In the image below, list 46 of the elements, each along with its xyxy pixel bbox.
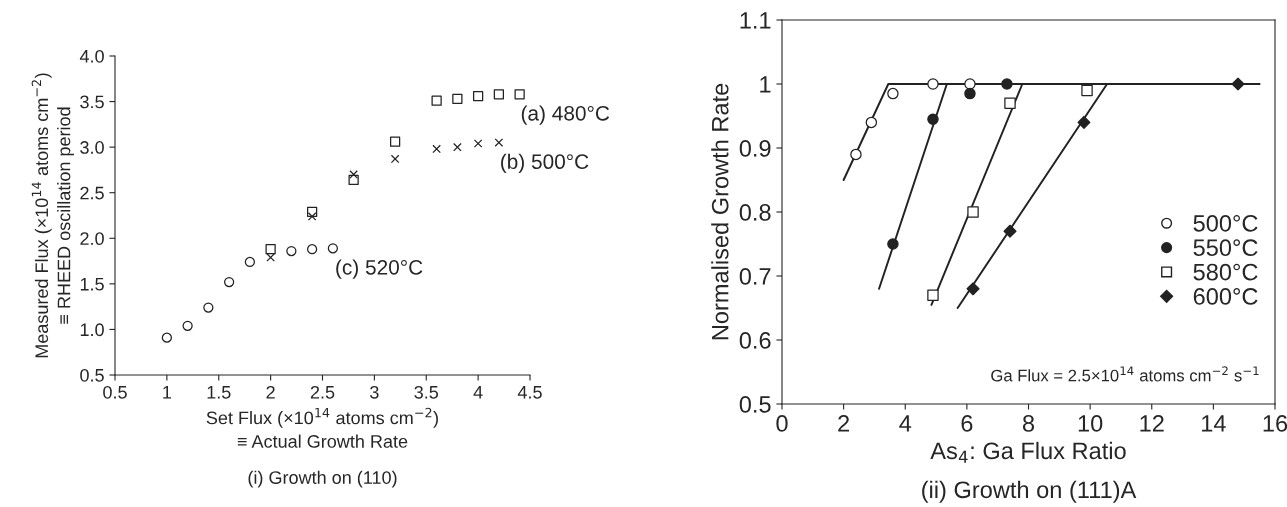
y-tick-label: 0.5 (80, 368, 104, 382)
x-tick-label: 8 (1022, 415, 1035, 432)
y-tick-label: 1 (760, 76, 771, 93)
legend-label: 600°C (1193, 288, 1258, 305)
y-tick-label: 0.7 (739, 268, 771, 285)
legend-label: 580°C (1193, 263, 1258, 281)
y-tick-label: 2.5 (80, 186, 104, 200)
x-tick-label: 0 (776, 415, 788, 432)
x-tick-label: 14 (1202, 415, 1226, 432)
y-tick-label: 0.8 (739, 204, 771, 221)
y-tick-label: 0.6 (739, 332, 771, 349)
x-tick-label: 2 (266, 385, 275, 399)
y-tick-label: 3.0 (80, 141, 104, 154)
x-tick-label: 3.5 (414, 385, 439, 399)
text: Set Flux (×10$^{14}$ atoms cm$^{−2}$) ≡ Actual Growth Rate (206, 407, 438, 448)
x-tick-label: 2.5 (310, 385, 335, 399)
y-tick-label: 3.5 (80, 95, 104, 109)
y-tick-label: 2.0 (80, 232, 104, 246)
x-tick-label: 4 (899, 415, 912, 432)
x-tick-label: 4 (473, 386, 483, 399)
x-tick-label: 10 (1078, 415, 1103, 432)
x-tick-label: 1 (163, 386, 172, 399)
y-tick-label: 1.1 (740, 12, 771, 29)
series-label: (b) 500°C (501, 153, 589, 174)
y-tick-label: 1.5 (80, 277, 104, 291)
legend-label: 550°C (1193, 239, 1258, 257)
x-tick-label: 6 (961, 415, 973, 432)
x-tick-label: 2 (838, 415, 850, 432)
y-tick-label: 0.9 (739, 140, 771, 157)
annotation: Ga Flux = 2.5×10$^{14}$ atoms cm$^{−2}$ s$^{−1}$ (991, 366, 1259, 382)
x-tick-label: 3 (370, 385, 379, 399)
x-tick-label: 0.5 (103, 385, 127, 399)
y-tick-label: 1.0 (80, 323, 104, 337)
text: Measured Flux (×10$^{14}$ atoms cm$^{−2}$) ≡ RHEED oscillation period (31, 73, 74, 358)
y-tick-label: 4.0 (79, 49, 104, 63)
series-label: (a) 480°C (521, 105, 610, 125)
x-axis-title: As$_{4}$: Ga Flux Ratio (930, 441, 1126, 463)
x-tick-label: 16 (1263, 415, 1287, 432)
legend-label: 500°C (1193, 214, 1258, 232)
text: (i) Growth on (110) (248, 470, 397, 488)
x-tick-label: 4.5 (517, 386, 542, 399)
x-tick-label: 12 (1140, 415, 1164, 432)
x-tick-label: 1.5 (207, 386, 231, 399)
y-axis-title: Normalised Growth Rate (711, 83, 729, 340)
series-label: (c) 520°C (336, 259, 423, 279)
text: (ii) Growth on (111)A (922, 480, 1137, 503)
